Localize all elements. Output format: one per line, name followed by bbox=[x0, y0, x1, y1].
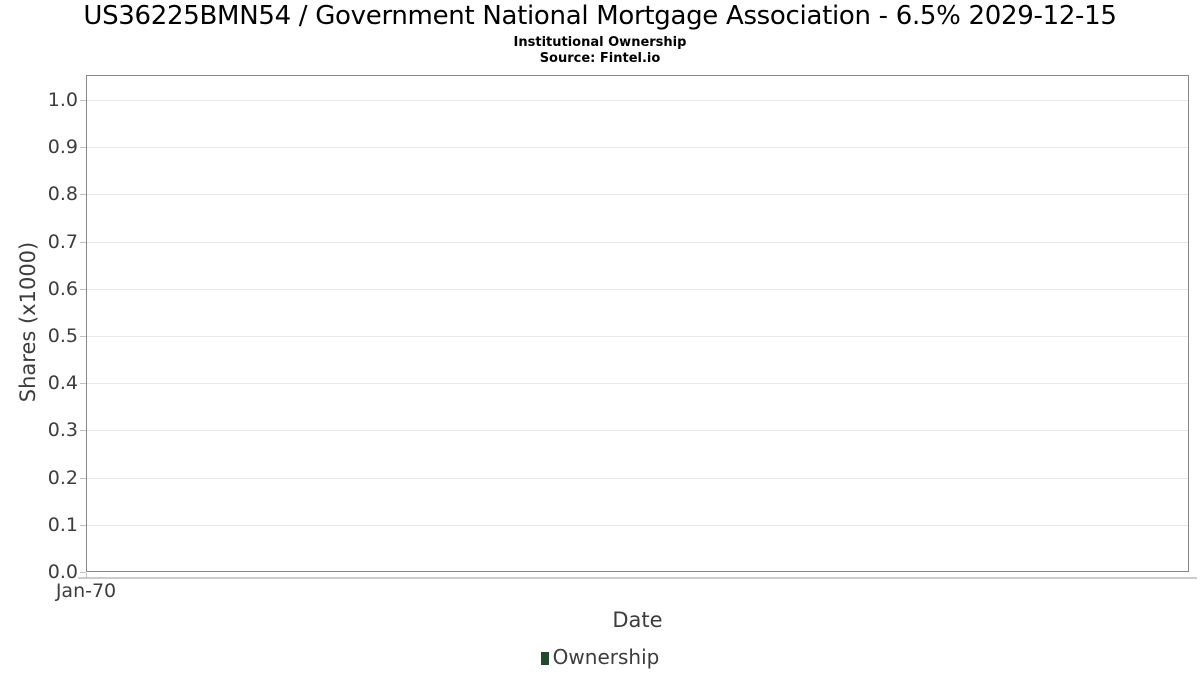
y-tick-label: 0.7 bbox=[47, 230, 78, 253]
y-tick-label: 1.0 bbox=[47, 89, 78, 111]
chart-title: US36225BMN54 / Government National Mortg… bbox=[83, 1, 1117, 31]
y-tick-mark bbox=[80, 241, 86, 243]
y-tick-mark bbox=[80, 383, 86, 385]
y-tick-mark bbox=[80, 100, 86, 101]
grid-line-y bbox=[87, 336, 1188, 337]
y-tick-label: 0.6 bbox=[47, 277, 78, 300]
y-tick-label: 0.4 bbox=[47, 372, 78, 395]
y-tick-label: 0.9 bbox=[47, 136, 78, 159]
y-tick-label: 0.3 bbox=[47, 419, 78, 442]
y-tick-mark bbox=[80, 336, 86, 337]
y-tick-label: 0.2 bbox=[47, 466, 78, 489]
grid-line-y bbox=[87, 477, 1188, 479]
chart-source-note: Source: Fintel.io bbox=[539, 51, 661, 66]
y-tick-mark bbox=[80, 524, 86, 526]
x-axis-line bbox=[78, 577, 1197, 579]
y-tick-label: 0.8 bbox=[47, 183, 78, 206]
y-tick-mark bbox=[80, 477, 86, 479]
y-tick-label: 0.0 bbox=[47, 561, 78, 583]
grid-line-y bbox=[87, 100, 1188, 101]
x-tick-mark bbox=[86, 573, 87, 579]
x-axis-title: Date bbox=[612, 608, 663, 632]
grid-line-y bbox=[87, 383, 1188, 385]
grid-line-y bbox=[87, 524, 1188, 526]
grid-line-y bbox=[87, 194, 1188, 196]
legend: Ownership bbox=[0, 645, 1200, 669]
y-tick-mark bbox=[80, 288, 86, 290]
legend-swatch-ownership bbox=[540, 651, 549, 665]
grid-line-y bbox=[87, 241, 1188, 243]
grid-line-y bbox=[87, 147, 1188, 149]
y-tick-mark bbox=[80, 572, 86, 573]
y-tick-mark bbox=[80, 430, 86, 432]
chart-subtitle: Institutional Ownership bbox=[513, 35, 687, 50]
grid-line-y bbox=[87, 430, 1188, 432]
y-tick-mark bbox=[80, 194, 86, 196]
x-tick-label: Jan-70 bbox=[55, 580, 117, 602]
y-tick-label: 0.5 bbox=[47, 325, 78, 347]
y-tick-mark bbox=[80, 147, 86, 149]
plot-area bbox=[86, 75, 1189, 572]
y-tick-label: 0.1 bbox=[47, 513, 78, 536]
legend-label-ownership: Ownership bbox=[552, 645, 660, 669]
grid-line-y bbox=[87, 288, 1188, 290]
